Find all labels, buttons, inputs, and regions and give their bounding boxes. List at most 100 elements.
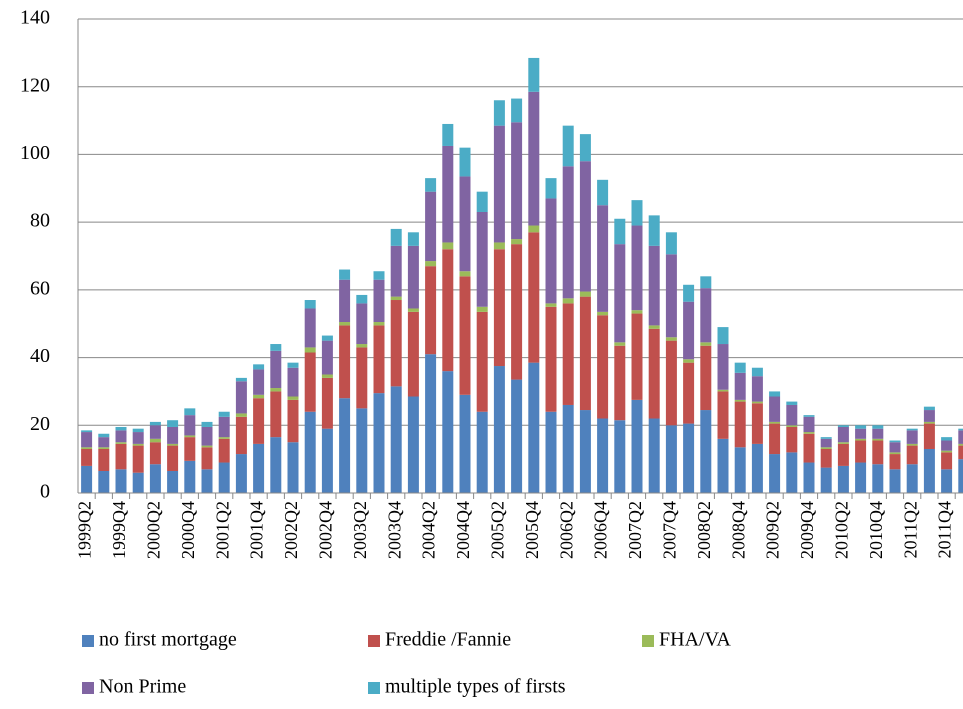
bar-segment xyxy=(149,438,161,443)
bar-segment xyxy=(390,296,402,301)
bar-segment xyxy=(98,447,110,449)
bar-segment xyxy=(683,359,695,363)
bar-segment xyxy=(648,418,660,493)
bar-segment xyxy=(167,445,179,471)
bar-segment xyxy=(597,179,609,206)
bar-segment xyxy=(545,303,557,307)
bar-segment xyxy=(184,435,196,438)
bar-segment xyxy=(648,215,660,246)
bar-segment xyxy=(235,416,247,455)
bar-segment xyxy=(98,437,110,448)
bar-segment xyxy=(459,147,471,177)
bar-segment xyxy=(631,200,643,226)
bar-segment xyxy=(356,344,368,348)
bar-segment xyxy=(562,298,574,304)
bar-segment xyxy=(218,438,230,463)
legend-swatch xyxy=(368,682,380,694)
bar-segment xyxy=(665,425,677,493)
bar-segment xyxy=(304,308,316,348)
bar-segment xyxy=(614,420,626,493)
bar-segment xyxy=(270,391,282,438)
bar-segment xyxy=(837,426,849,443)
bar-segment xyxy=(769,396,781,422)
bar-segment xyxy=(459,394,471,493)
bar-segment xyxy=(493,100,505,126)
bar-segment xyxy=(528,57,540,92)
legend-swatch xyxy=(82,682,94,694)
bar-segment xyxy=(597,418,609,493)
bar-segment xyxy=(425,191,437,262)
bar-segment xyxy=(579,410,591,493)
bar-segment xyxy=(906,464,918,493)
bar-segment xyxy=(476,311,488,412)
bar-segment xyxy=(889,442,901,453)
bar-segment xyxy=(923,423,935,449)
bar-segment xyxy=(115,430,127,443)
bar-segment xyxy=(218,416,230,438)
bar-segment xyxy=(614,345,626,421)
x-tick-label: 2011Q2 xyxy=(900,501,920,558)
bar-segment xyxy=(390,386,402,493)
bar-segment xyxy=(528,362,540,493)
bar-segment xyxy=(149,442,161,465)
bar-segment xyxy=(872,440,884,465)
bar-segment xyxy=(700,345,712,411)
bar-segment xyxy=(734,401,746,448)
bar-segment xyxy=(889,440,901,443)
bar-segment xyxy=(734,399,746,402)
bar-segment xyxy=(597,311,609,316)
bar-segment xyxy=(545,198,557,304)
bar-segment xyxy=(149,425,161,439)
bar-segment xyxy=(683,301,695,360)
bar-segment xyxy=(149,421,161,426)
bar-segment xyxy=(132,445,144,473)
bar-segment xyxy=(597,205,609,312)
bar-segment xyxy=(253,443,265,493)
bar-segment xyxy=(562,166,574,299)
bar-segment xyxy=(803,432,815,434)
bar-segment xyxy=(373,279,385,323)
bar-segment xyxy=(683,284,695,302)
bar-segment xyxy=(253,394,265,399)
x-tick-label: 2000Q2 xyxy=(144,501,164,559)
bar-segment xyxy=(287,442,299,493)
bar-segment xyxy=(339,279,351,323)
bar-segment xyxy=(493,366,505,493)
bar-segment xyxy=(235,377,247,382)
bar-segment xyxy=(769,421,781,424)
bar-segment xyxy=(339,398,351,493)
bar-segment xyxy=(958,428,963,431)
bar-segment xyxy=(820,448,832,468)
bar-segment xyxy=(958,459,963,493)
y-tick-label: 80 xyxy=(30,210,50,232)
bar-segment xyxy=(304,300,316,309)
legend-label: multiple types of firsts xyxy=(385,676,566,698)
bar-segment xyxy=(855,440,867,463)
bar-segment xyxy=(717,438,729,493)
bar-segment xyxy=(356,294,368,304)
bar-segment xyxy=(425,178,437,192)
x-tick-label: 1999Q2 xyxy=(75,501,95,559)
bar-segment xyxy=(81,432,93,448)
bar-segment xyxy=(803,433,815,463)
bar-segment xyxy=(149,464,161,493)
bar-segment xyxy=(390,228,402,246)
bar-segment xyxy=(614,244,626,343)
bar-segment xyxy=(167,443,179,446)
bar-segment xyxy=(906,428,918,431)
bar-segment xyxy=(390,300,402,387)
legend-label: Freddie /Fannie xyxy=(385,629,511,651)
bar-segment xyxy=(923,406,935,411)
bar-segment xyxy=(751,376,763,402)
bar-segment xyxy=(717,389,729,392)
x-tick-label: 2001Q4 xyxy=(247,501,267,559)
bar-segment xyxy=(545,306,557,412)
bar-segment xyxy=(579,161,591,292)
bar-segment xyxy=(98,433,110,438)
bar-segment xyxy=(287,396,299,400)
bar-segment xyxy=(218,411,230,417)
bar-segment xyxy=(442,145,454,243)
x-tick-label: 2008Q4 xyxy=(728,501,748,559)
bar-segment xyxy=(734,372,746,400)
